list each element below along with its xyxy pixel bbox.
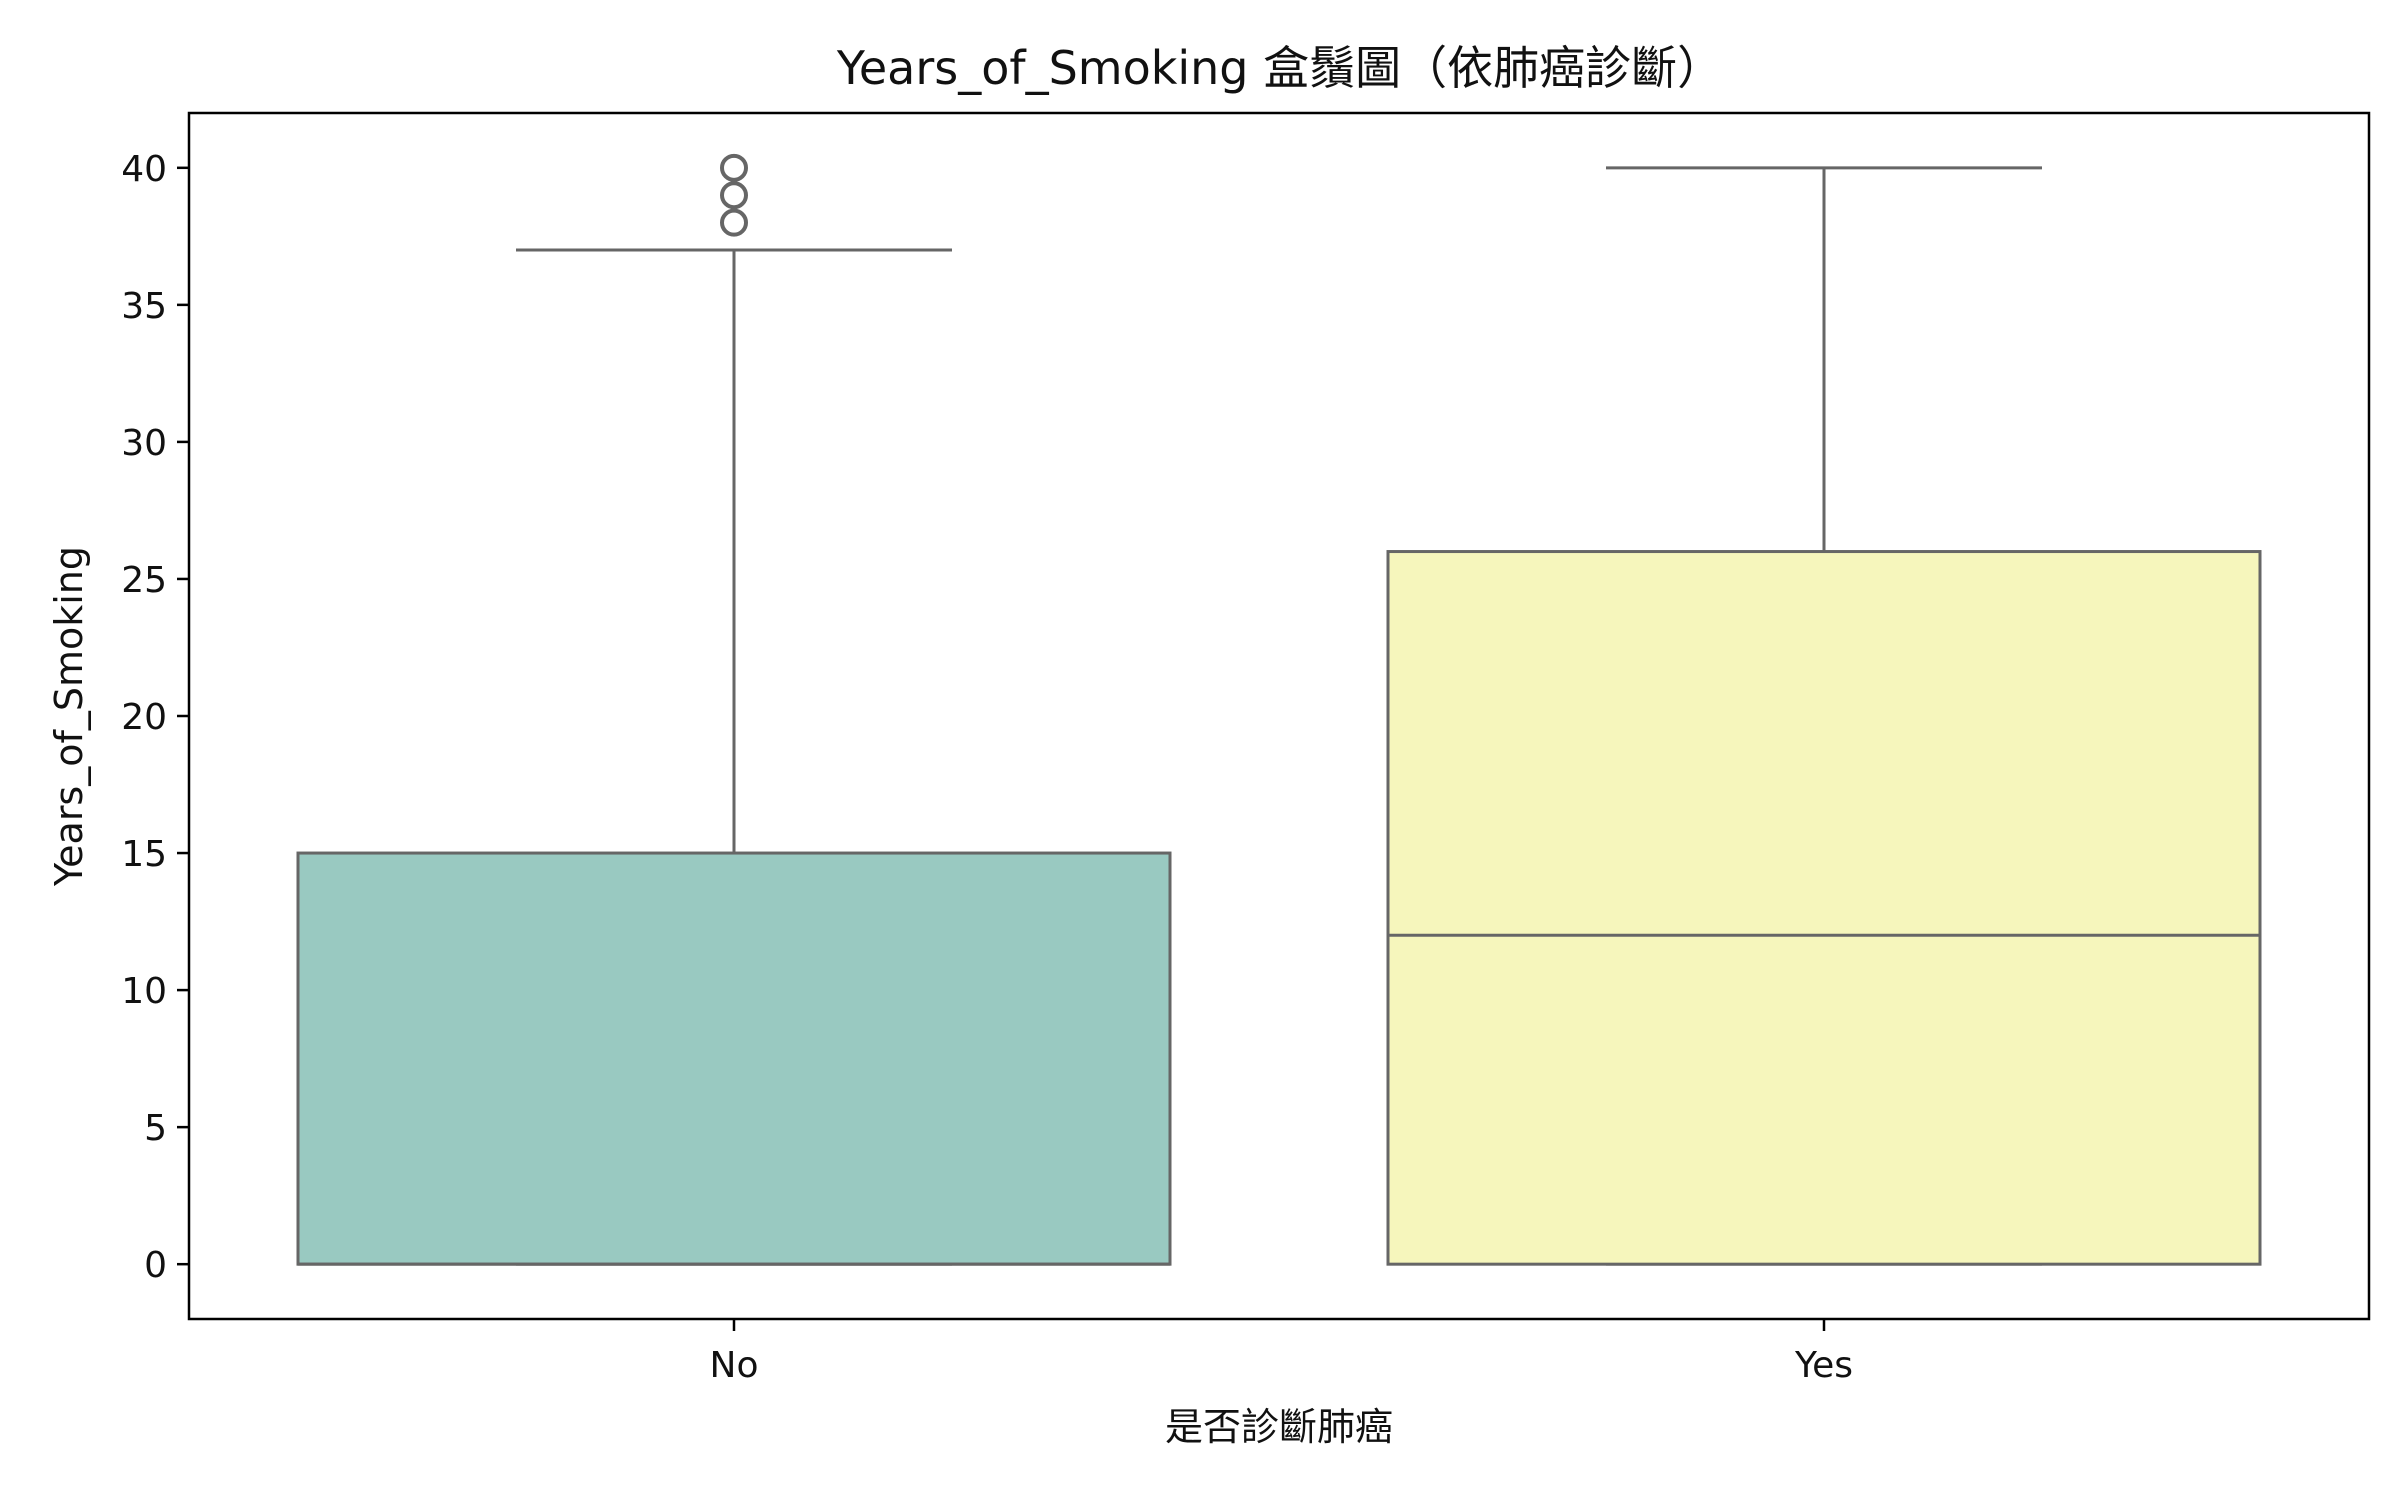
iqr-box [298, 853, 1170, 1264]
y-tick-label: 0 [144, 1245, 167, 1286]
y-tick-label: 25 [121, 560, 167, 601]
x-axis-label: 是否診斷肺癌 [1165, 1405, 1393, 1449]
chart-title: Years_of_Smoking 盒鬚圖（依肺癌診斷） [836, 41, 1723, 95]
y-tick-label: 20 [121, 697, 167, 738]
y-tick-label: 10 [121, 971, 167, 1012]
box-no [298, 156, 1170, 1264]
x-tick-label: No [710, 1345, 759, 1386]
x-axis: No Yes [710, 1319, 1854, 1386]
box-series [298, 156, 2260, 1264]
x-tick-label: Yes [1794, 1345, 1853, 1386]
y-tick-label: 35 [121, 286, 167, 327]
box-yes [1388, 168, 2260, 1264]
outlier-point [722, 211, 746, 235]
outlier-point [722, 156, 746, 180]
iqr-box [1388, 552, 2260, 1265]
y-tick-label: 15 [121, 834, 167, 875]
outlier-point [722, 183, 746, 207]
y-axis: 0 5 10 15 20 25 30 35 40 [121, 149, 189, 1286]
y-tick-label: 30 [121, 423, 167, 464]
y-axis-label: Years_of_Smoking [47, 546, 91, 887]
y-tick-label: 40 [121, 149, 167, 190]
y-tick-label: 5 [144, 1108, 167, 1149]
